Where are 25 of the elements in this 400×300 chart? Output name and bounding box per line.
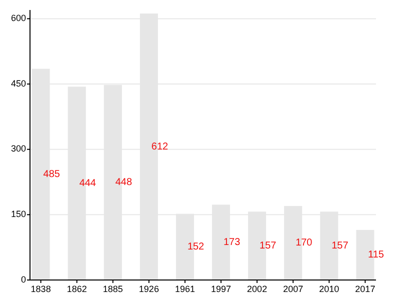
- x-tick-label: 2002: [247, 284, 268, 294]
- data-label: 157: [260, 240, 277, 252]
- y-tick-label: 150: [10, 209, 26, 220]
- x-tick-label: 1926: [138, 284, 159, 294]
- x-tick-label: 1997: [211, 284, 232, 294]
- x-tick-label: 2010: [319, 284, 340, 294]
- y-tick-label: 450: [10, 78, 26, 88]
- x-tick-label: 1885: [102, 284, 123, 294]
- data-label: 612: [151, 141, 169, 152]
- data-label: 448: [115, 177, 132, 188]
- data-label: 173: [223, 236, 241, 248]
- data-label: 157: [332, 240, 349, 252]
- y-tick-label: 300: [10, 144, 26, 154]
- x-tick-label: 1838: [30, 284, 51, 294]
- x-tick-label: 1862: [66, 284, 87, 294]
- data-label: 115: [368, 250, 384, 261]
- data-label: 152: [187, 242, 205, 253]
- x-tick-label: 1961: [174, 284, 195, 294]
- data-label: 170: [296, 238, 313, 249]
- x-tick-label: 2007: [283, 284, 304, 294]
- data-label: 485: [43, 169, 60, 180]
- x-tick-label: 2017: [355, 284, 376, 294]
- y-tick-label: 600: [10, 13, 26, 24]
- data-label: 444: [79, 178, 96, 189]
- y-tick-label: 0: [20, 274, 26, 284]
